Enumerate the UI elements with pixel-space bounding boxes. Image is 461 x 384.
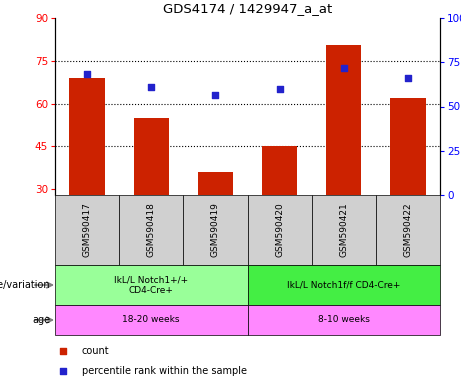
Bar	[376, 195, 440, 265]
Text: GSM590417: GSM590417	[83, 203, 92, 257]
Bar	[119, 195, 183, 265]
Point	[340, 65, 348, 71]
Bar	[248, 265, 440, 305]
Text: 8-10 weeks: 8-10 weeks	[318, 316, 370, 324]
Bar	[70, 78, 105, 195]
Text: GSM590421: GSM590421	[339, 203, 348, 257]
Bar	[326, 45, 361, 195]
Bar	[55, 305, 248, 335]
Text: IkL/L Notch1+/+
CD4-Cre+: IkL/L Notch1+/+ CD4-Cre+	[114, 275, 188, 295]
Text: genotype/variation: genotype/variation	[0, 280, 50, 290]
Text: count: count	[82, 346, 110, 356]
Bar	[55, 265, 248, 305]
Text: GSM590419: GSM590419	[211, 203, 220, 257]
Point	[314, 271, 321, 277]
Bar	[183, 195, 248, 265]
Point	[83, 71, 91, 77]
Text: GSM590418: GSM590418	[147, 203, 156, 257]
Text: GSM590422: GSM590422	[403, 203, 413, 257]
Title: GDS4174 / 1429947_a_at: GDS4174 / 1429947_a_at	[163, 2, 332, 15]
Text: percentile rank within the sample: percentile rank within the sample	[82, 366, 247, 376]
Bar	[262, 146, 297, 195]
Bar	[55, 195, 119, 265]
Text: GSM590420: GSM590420	[275, 203, 284, 257]
Text: IkL/L Notch1f/f CD4-Cre+: IkL/L Notch1f/f CD4-Cre+	[287, 280, 401, 290]
Bar	[198, 172, 233, 195]
Text: 18-20 weeks: 18-20 weeks	[123, 316, 180, 324]
Bar	[312, 195, 376, 265]
Point	[212, 92, 219, 98]
Bar	[134, 118, 169, 195]
Bar	[248, 195, 312, 265]
Bar	[390, 98, 426, 195]
Bar	[248, 305, 440, 335]
Point	[314, 96, 321, 102]
Point	[148, 83, 155, 89]
Point	[276, 86, 283, 93]
Text: age: age	[32, 315, 50, 325]
Point	[404, 75, 412, 81]
